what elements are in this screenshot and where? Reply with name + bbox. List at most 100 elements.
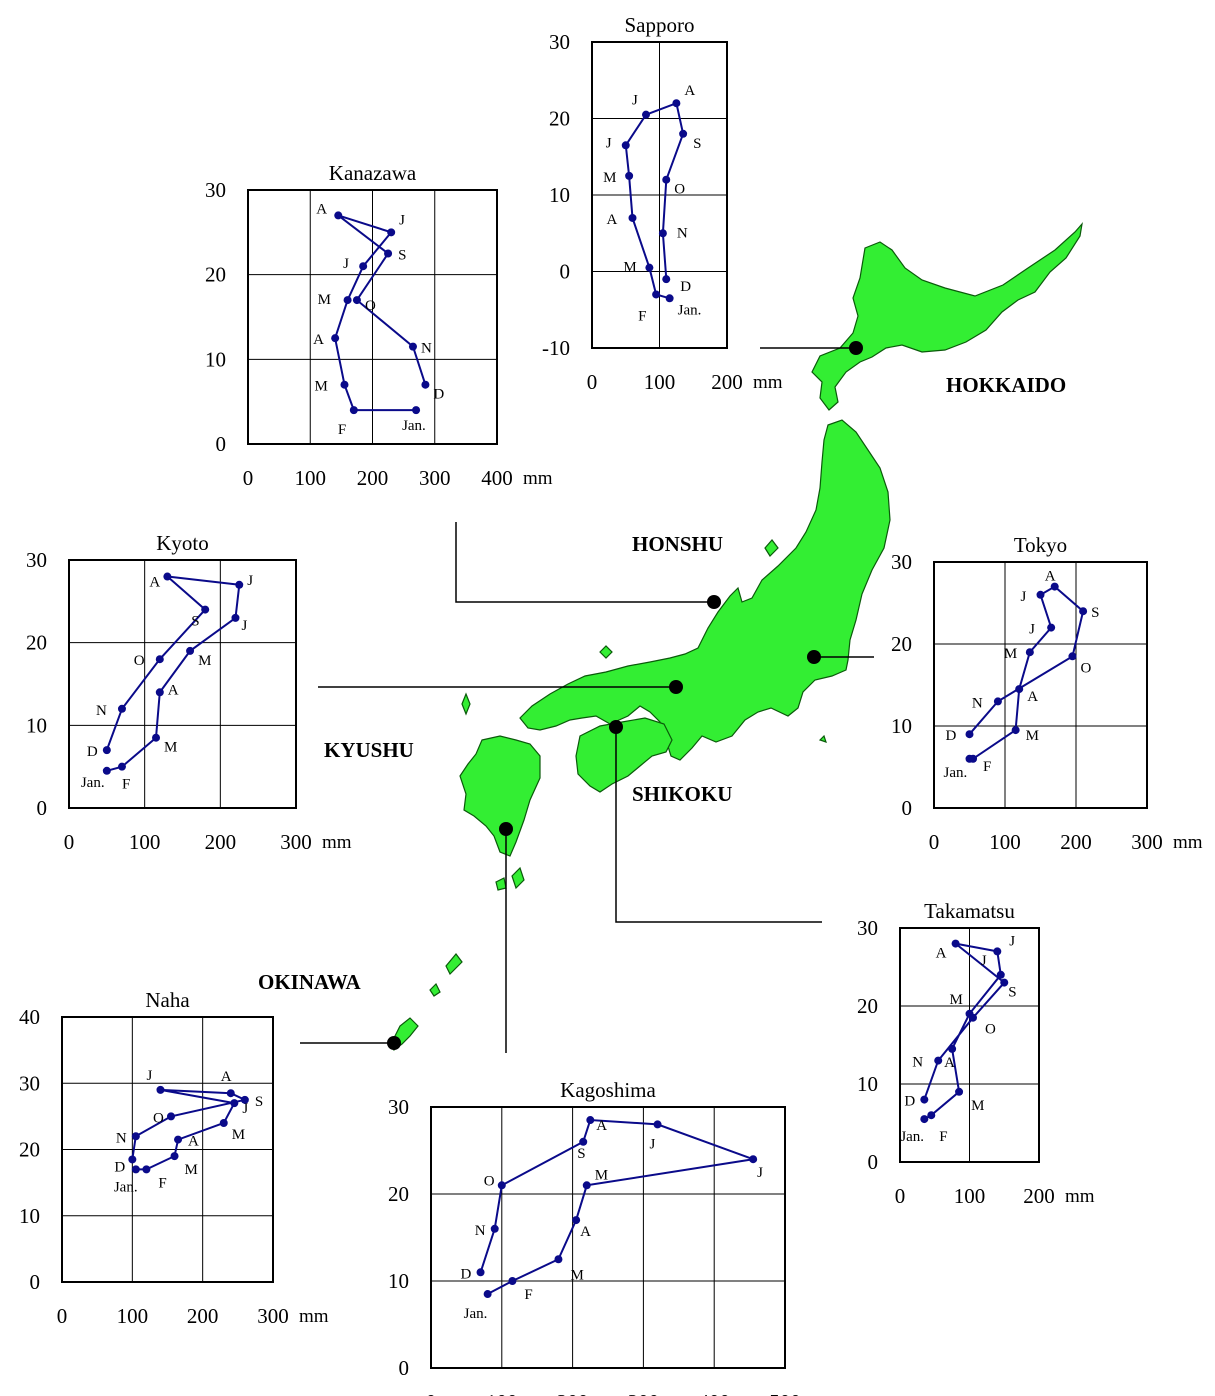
kyoto-point [102,766,111,775]
kanazawa-month-label: D [433,387,444,403]
kyoto-point [186,646,195,655]
kagoshima-month-label: O [484,1173,495,1189]
amami-island [445,953,463,976]
tokyo-point [1015,685,1024,694]
takamatsu-xtick: 100 [954,1184,986,1208]
takamatsu-month-label: J [981,953,987,969]
naha-xtick: 200 [187,1304,219,1328]
kagoshima-point [476,1268,485,1277]
sapporo-month-label: M [623,260,636,276]
kanazawa-xtick: 300 [419,466,451,490]
naha-point [170,1152,179,1161]
sapporo-month-label: D [680,279,691,295]
takamatsu-month-label: F [939,1129,947,1145]
takamatsu-point [934,1056,943,1065]
tokyo-point [1025,648,1034,657]
kyoto-month-label: N [96,703,107,719]
sapporo-ytick: 0 [560,260,571,284]
takamatsu-chart: Takamatsu 0 10 20 30 0 100 200 mm Jan. F M A M J J A S O N D [857,899,1095,1208]
takamatsu-month-label: S [1008,985,1016,1001]
tokyo-point [1047,623,1056,632]
takamatsu-month-label: J [1009,933,1015,949]
kagoshima-series-line [479,1118,754,1295]
kyoto-point [155,688,164,697]
kanazawa-month-label: F [338,422,346,438]
kagoshima-xtick: 400 [698,1390,730,1396]
kagoshima-chart: Kagoshima01020300100200300400500mmJan.FM… [388,1078,841,1396]
kagoshima-month-label: M [595,1167,608,1183]
kanazawa-point [412,406,421,415]
tokyo-xtick: 300 [1131,830,1163,854]
kanazawa-point [384,249,393,258]
naha-month-label: O [153,1110,164,1126]
kanazawa-month-label: M [318,292,331,308]
kanazawa-point [408,342,417,351]
kagoshima-point [579,1137,588,1146]
kyoto-ytick: 10 [26,713,47,737]
naha-point [174,1135,183,1144]
kyoto-x-unit: mm [322,832,352,853]
naha-month-label: A [221,1069,232,1085]
kagoshima-month-label: M [570,1267,583,1283]
tokyo-title: Tokyo [1014,533,1067,557]
hokkaido-landmass [811,222,1083,411]
tokyo-month-label: M [1004,646,1017,662]
takamatsu-x-unit: mm [1065,1186,1095,1207]
sapporo-month-label: Jan. [678,302,702,318]
kanazawa-month-label: O [365,298,376,314]
kagoshima-point [490,1224,499,1233]
kanazawa-month-label: J [343,256,349,272]
tokyo-xtick: 200 [1060,830,1092,854]
kagoshima-point [572,1216,581,1225]
kanazawa-point [340,380,349,389]
naha-month-label: N [116,1130,127,1146]
kagoshima-ytick: 30 [388,1095,409,1119]
kyoto-month-label: F [122,777,130,793]
kagoshima-xtick: 300 [628,1390,660,1396]
kagoshima-month-label: S [577,1146,585,1162]
sapporo-point [665,294,674,303]
kagoshima-point [586,1116,595,1125]
takamatsu-marker [609,720,623,734]
sapporo-point [672,99,681,108]
kagoshima-month-label: D [461,1266,472,1282]
takamatsu-month-label: M [971,1098,984,1114]
tanegashima-island [511,866,525,890]
sapporo-point [662,175,671,184]
sapporo-point [628,213,637,222]
kanazawa-xtick: 400 [481,466,513,490]
kanazawa-x-unit: mm [523,468,553,489]
kyoto-point [117,704,126,713]
tokyo-point [1036,590,1045,599]
naha-title: Naha [145,988,190,1012]
takamatsu-month-label: O [985,1022,996,1038]
region-labels: HOKKAIDO HONSHU KYUSHU SHIKOKU OKINAWA [258,373,1066,994]
sapporo-point [645,263,654,272]
takamatsu-point [920,1095,929,1104]
kyoto-xtick: 0 [64,830,75,854]
takamatsu-xtick: 0 [895,1184,906,1208]
japan-map [391,222,1083,1052]
kanazawa-ytick: 30 [205,178,226,202]
leader-lines [300,347,874,1053]
takamatsu-point [948,1044,957,1053]
tokyo-xtick: 100 [989,830,1021,854]
naha-month-label: S [255,1094,263,1110]
kagoshima-xtick: 500 [769,1390,801,1396]
tokyo-month-label: O [1080,660,1091,676]
sapporo-point [642,110,650,119]
naha-marker [387,1036,401,1050]
kyoto-point [117,762,126,771]
sapporo-plot-frame [591,41,728,349]
tokyo-point [993,697,1002,706]
yakushima-island [495,877,507,891]
naha-point [156,1085,165,1094]
kagoshima-point [582,1181,591,1190]
takamatsu-ytick: 0 [868,1150,879,1174]
tokyo-series-line [968,585,1085,760]
region-label-okinawa: OKINAWA [258,970,362,994]
